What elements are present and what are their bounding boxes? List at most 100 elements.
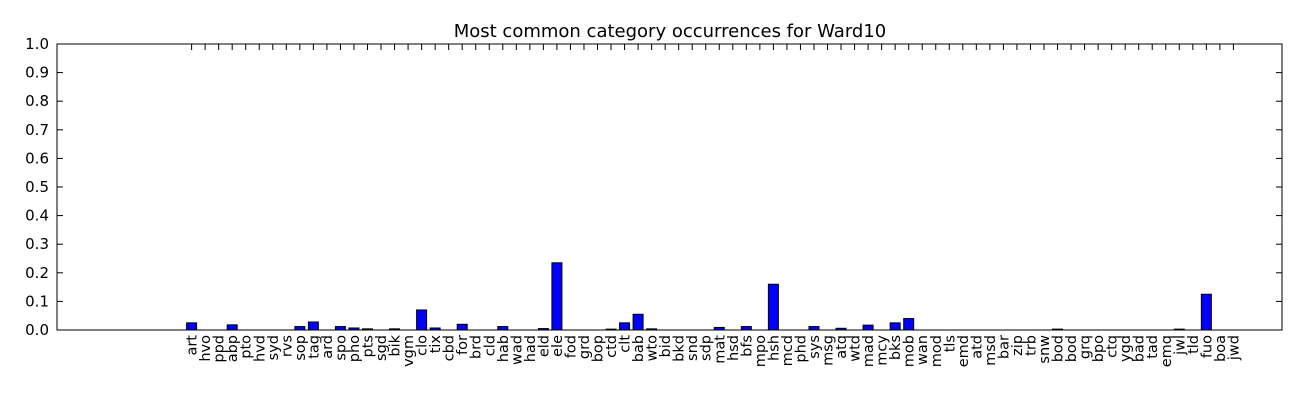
bar-hsh [767, 283, 779, 331]
x-tick-label-bfs: bfs [739, 335, 755, 357]
y-tick-label: 0.9 [25, 64, 49, 82]
bar-art [186, 322, 198, 331]
x-tick-label-tag: tag [306, 335, 322, 359]
x-tick-label-tld: tld [1186, 335, 1202, 354]
y-tick-label: 0.3 [25, 235, 49, 253]
x-tick-label-zip: zip [1010, 335, 1026, 356]
x-tick-label-wtd: wtd [848, 335, 864, 362]
bar-hab [497, 326, 509, 331]
x-tick-label-abp: abp [225, 335, 241, 362]
x-tick-label-grq: grq [1078, 335, 1094, 359]
x-tick-label-eld: eld [536, 335, 552, 357]
x-tick-label-jwl: jwl [1172, 335, 1188, 356]
x-tick-label-brd: brd [469, 335, 485, 359]
x-tick-label-clo: clo [415, 335, 431, 356]
x-tick-label-bod: bod [1064, 335, 1080, 362]
x-tick-label-bab: bab [631, 335, 647, 362]
bar-for [456, 323, 468, 331]
x-tick-label-pts: pts [360, 335, 376, 357]
x-tick-label-bpo: bpo [1091, 335, 1107, 362]
x-tick-label-bar: bar [996, 335, 1012, 359]
x-tick-label-ppd: ppd [212, 335, 228, 363]
x-tick-label-syd: syd [266, 335, 282, 360]
x-tick-label-ctq: ctq [1105, 335, 1121, 358]
x-tick-label-emd: emd [956, 335, 972, 367]
y-tick-label: 0.4 [25, 207, 49, 225]
x-tick-label-msg: msg [821, 335, 837, 366]
x-tick-label-spo: spo [333, 335, 349, 361]
x-tick-label-boa: boa [1213, 335, 1229, 362]
y-tick-label: 0.6 [25, 149, 49, 167]
x-tick-label-atd: atd [969, 335, 985, 359]
x-tick-label-ctd: ctd [604, 335, 620, 358]
x-tick-label-mcd: mcd [780, 335, 796, 366]
y-axis: 0.0 0.1 0.2 0.3 0.4 0.5 0.6 0.7 0.8 0.9 1.0 [25, 35, 1282, 339]
bar-mob [903, 318, 915, 331]
x-tick-label-msd: msd [983, 335, 999, 366]
bar-clo [416, 309, 428, 331]
x-tick-label-mad: mad [861, 335, 877, 367]
x-tick-label-wan: wan [915, 335, 931, 365]
x-tick-label-sdp: sdp [699, 335, 715, 361]
y-tick-label: 0.8 [25, 92, 49, 110]
x-tick-label-wto: wto [645, 335, 661, 362]
x-tick-label-snw: snw [1037, 335, 1053, 364]
x-tick-label-tad: tad [1145, 335, 1161, 359]
x-tick-label-vgm: vgm [401, 335, 417, 367]
x-tick-label-fod: fod [563, 335, 579, 358]
plot-frame [56, 43, 1283, 331]
x-tick-label-atq: atq [834, 335, 850, 359]
y-tick-label: 0.7 [25, 121, 49, 139]
bar-spo [334, 326, 346, 331]
x-tick-label-tls: tls [942, 335, 958, 352]
x-tick-label-jwd: jwd [1226, 335, 1242, 361]
x-tick-label-fuo: fuo [1199, 335, 1215, 358]
x-tick-label-bkd: bkd [672, 335, 688, 362]
x-tick-label-hvd: hvd [252, 335, 268, 362]
x-tick-label-bod: bod [1051, 335, 1067, 362]
y-tick-label: 0.5 [25, 178, 49, 196]
x-tick-label-bks: bks [888, 335, 904, 360]
bar-sys [808, 326, 820, 331]
x-tick-label-mod: mod [929, 335, 945, 367]
x-tick-label-hab: hab [496, 335, 512, 362]
y-tick-label: 0.0 [25, 321, 49, 339]
x-tick-label-wad: wad [509, 335, 525, 365]
bar-clt [619, 322, 631, 331]
x-tick-label-mcy: mcy [875, 335, 891, 366]
bar-abp [226, 324, 238, 331]
x-tick-label-pto: pto [239, 335, 255, 359]
bar-tag [307, 321, 319, 331]
bar-fuo [1200, 293, 1212, 331]
bar-ele [551, 262, 563, 331]
x-tick-label-hsd: hsd [726, 335, 742, 361]
x-tick-label-bik: bik [388, 334, 404, 356]
x-tick-label-for: for [455, 335, 471, 355]
bars [186, 262, 1212, 331]
x-tick-label-tix: tix [428, 335, 444, 354]
bar-sop [294, 326, 306, 331]
bar-bks [889, 322, 901, 331]
bar-bab [632, 313, 644, 331]
x-tick-label-sop: sop [293, 335, 309, 361]
x-tick-label-cbd: cbd [442, 335, 458, 361]
bar-mad [862, 324, 874, 331]
x-tick-label-pho: pho [347, 335, 363, 362]
x-tick-label-mpo: mpo [753, 335, 769, 367]
x-tick-label-ygd: ygd [1118, 335, 1134, 362]
x-tick-label-ele: ele [550, 335, 566, 357]
chart-title: Most common category occurrences for War… [454, 21, 887, 42]
x-tick-label-ard: ard [320, 335, 336, 359]
x-tick-label-cld: cld [482, 335, 498, 356]
x-tick-label-mat: mat [712, 335, 728, 364]
x-tick-label-sgd: sgd [374, 335, 390, 361]
x-axis: arthvoppdabpptohvdsydrvssoptagardspophop… [185, 44, 1242, 367]
y-tick-label: 0.2 [25, 264, 49, 282]
x-tick-label-bad: bad [1132, 335, 1148, 362]
x-tick-label-grd: grd [577, 335, 593, 359]
bar-bfs [740, 326, 752, 331]
x-tick-label-hsh: hsh [766, 335, 782, 361]
x-tick-label-emq: emq [1159, 335, 1175, 367]
